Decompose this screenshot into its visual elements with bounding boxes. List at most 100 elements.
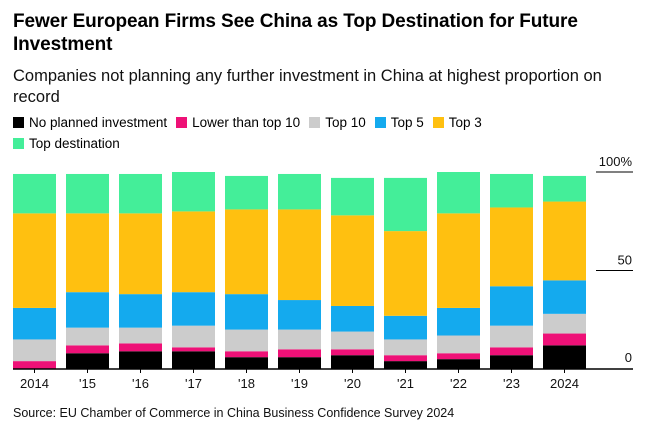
source-note: Source: EU Chamber of Commerce in China … — [13, 406, 455, 420]
bar-segment — [225, 357, 268, 369]
bar-segment — [172, 292, 215, 326]
bar-segment — [119, 327, 162, 344]
bar-segment — [119, 173, 162, 214]
bar-segment — [66, 353, 109, 369]
x-tick-label: 2014 — [20, 376, 49, 391]
bar-segment — [172, 211, 215, 293]
legend-label: No planned investment — [29, 115, 168, 130]
x-tick-label: 2024 — [550, 376, 579, 391]
bar-segment — [66, 173, 109, 214]
x-tick-label: '16 — [132, 376, 149, 391]
bar-segment — [278, 357, 321, 369]
chart-legend: No planned investment Lower than top 10 To… — [13, 114, 573, 152]
bar-segment — [225, 351, 268, 358]
bar-segment — [13, 307, 56, 340]
legend-label: Top 10 — [325, 115, 366, 130]
bar-segment — [225, 209, 268, 295]
bar-segment — [119, 351, 162, 369]
bar-segment — [119, 343, 162, 352]
bar-segment — [225, 175, 268, 210]
x-tick-label: '20 — [344, 376, 361, 391]
bar-segment — [278, 300, 321, 330]
bar-segment — [543, 175, 586, 202]
bar-segment — [437, 353, 480, 360]
bar-segment — [384, 231, 427, 316]
bar-segment — [437, 359, 480, 369]
bar-segment — [437, 172, 480, 214]
bar-segment — [490, 286, 533, 326]
x-tick-label: '22 — [450, 376, 467, 391]
legend-item: No planned investment — [13, 114, 167, 131]
legend-swatch — [374, 117, 386, 128]
bar-segment — [543, 333, 586, 346]
bar-segment — [66, 345, 109, 354]
bar-segment — [384, 315, 427, 340]
bar-segment — [490, 355, 533, 369]
legend-swatch — [309, 117, 321, 128]
legend-swatch — [432, 117, 444, 128]
bar-segment — [384, 355, 427, 362]
bar-segment — [490, 207, 533, 287]
bar-segment — [13, 361, 56, 369]
bar-segment — [437, 335, 480, 354]
x-tick-label: '21 — [397, 376, 414, 391]
bar-segment — [384, 361, 427, 369]
bar-segment — [437, 213, 480, 308]
bar-segment — [543, 280, 586, 314]
bar-segment — [490, 347, 533, 356]
bar-segment — [13, 339, 56, 362]
bar-segment — [225, 294, 268, 330]
y-tick-label: 0 — [625, 350, 632, 365]
legend-item: Top 5 — [374, 114, 424, 131]
chart-title: Fewer European Firms See China as Top De… — [13, 11, 578, 55]
legend-item: Lower than top 10 — [176, 114, 300, 131]
bar-segment — [278, 173, 321, 210]
x-tick-label: '15 — [79, 376, 96, 391]
y-tick-label: 50 — [618, 253, 632, 268]
legend-item: Top destination — [13, 135, 120, 152]
legend-label: Top destination — [29, 136, 120, 151]
bar-segment — [331, 215, 374, 306]
chart-subtitle: Companies not planning any further inves… — [13, 67, 602, 106]
bar-segment — [66, 327, 109, 346]
x-tick-label: '23 — [503, 376, 520, 391]
bar-segment — [172, 172, 215, 212]
bar-segment — [172, 325, 215, 348]
bar-segment — [13, 173, 56, 214]
legend-label: Lower than top 10 — [192, 115, 301, 130]
bar-segment — [490, 325, 533, 348]
bar-segment — [66, 292, 109, 328]
bar-segment — [437, 307, 480, 336]
legend-item: Top 10 — [309, 114, 366, 131]
legend-swatch — [13, 138, 24, 149]
x-tick-label: '17 — [185, 376, 202, 391]
legend-label: Top 5 — [390, 115, 424, 130]
bar-segment — [331, 177, 374, 216]
bar-segment — [172, 351, 215, 369]
bar-segment — [331, 355, 374, 369]
bar-segment — [543, 313, 586, 334]
bar-segment — [66, 213, 109, 293]
bar-segment — [225, 329, 268, 352]
bar-segment — [543, 345, 586, 369]
bar-segment — [384, 177, 427, 232]
x-tick-label: '19 — [291, 376, 308, 391]
bar-segment — [331, 331, 374, 350]
bar-segment — [490, 173, 533, 208]
legend-label: Top 3 — [448, 115, 482, 130]
bar-segment — [119, 213, 162, 295]
bar-segment — [172, 347, 215, 352]
bar-segment — [278, 349, 321, 358]
legend-item: Top 3 — [432, 114, 482, 131]
bar-segment — [384, 339, 427, 356]
bar-segment — [331, 349, 374, 356]
bar-segment — [278, 209, 321, 301]
bar-segment — [13, 213, 56, 308]
bar-segment — [331, 305, 374, 332]
bar-segment — [278, 329, 321, 350]
y-tick-label: 100% — [599, 154, 633, 169]
bar-segment — [119, 294, 162, 328]
legend-swatch — [176, 117, 188, 128]
x-tick-label: '18 — [238, 376, 255, 391]
